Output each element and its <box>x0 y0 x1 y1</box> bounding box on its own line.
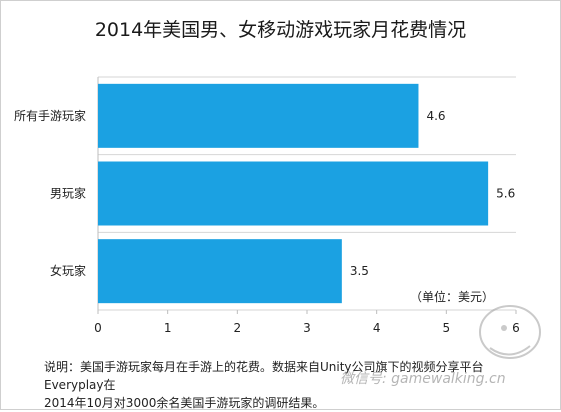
x-tick-label: 6 <box>512 321 520 335</box>
watermark-logo <box>479 305 541 359</box>
bar <box>98 161 489 226</box>
footnote: 说明：美国手游玩家每月在手游上的花费。数据来自Unity公司旗下的视频分享平台E… <box>44 358 514 412</box>
unit-note: （单位：美元） <box>410 289 494 304</box>
footnote-line-2: 2014年10月对3000余名美国手游玩家的调研结果。 <box>44 396 325 410</box>
value-label: 5.6 <box>496 187 515 201</box>
chart-title: 2014年美国男、女移动游戏玩家月花费情况 <box>94 19 467 41</box>
x-tick-label: 1 <box>164 321 172 335</box>
value-labels: 4.6 5.6 3.5 <box>350 109 515 278</box>
watermark-text: 微信号: gamewalking.cn <box>340 371 506 387</box>
x-tick-labels: 0 1 2 3 4 5 6 <box>94 310 520 335</box>
x-tick-label: 2 <box>234 321 242 335</box>
x-tick-label: 5 <box>443 321 451 335</box>
category-label: 女玩家 <box>50 263 86 278</box>
bar <box>98 83 419 148</box>
footnote-line-1: 说明：美国手游玩家每月在手游上的花费。数据来自Unity公司旗下的视频分享平台E… <box>44 360 484 392</box>
value-label: 3.5 <box>350 264 369 278</box>
bar <box>98 239 342 304</box>
category-label: 所有手游玩家 <box>14 108 86 123</box>
value-label: 4.6 <box>426 109 445 123</box>
x-tick-label: 3 <box>303 321 311 335</box>
x-tick-label: 4 <box>373 321 381 335</box>
x-tick-label: 0 <box>94 321 102 335</box>
category-label: 男玩家 <box>50 186 86 201</box>
bars <box>98 83 489 304</box>
